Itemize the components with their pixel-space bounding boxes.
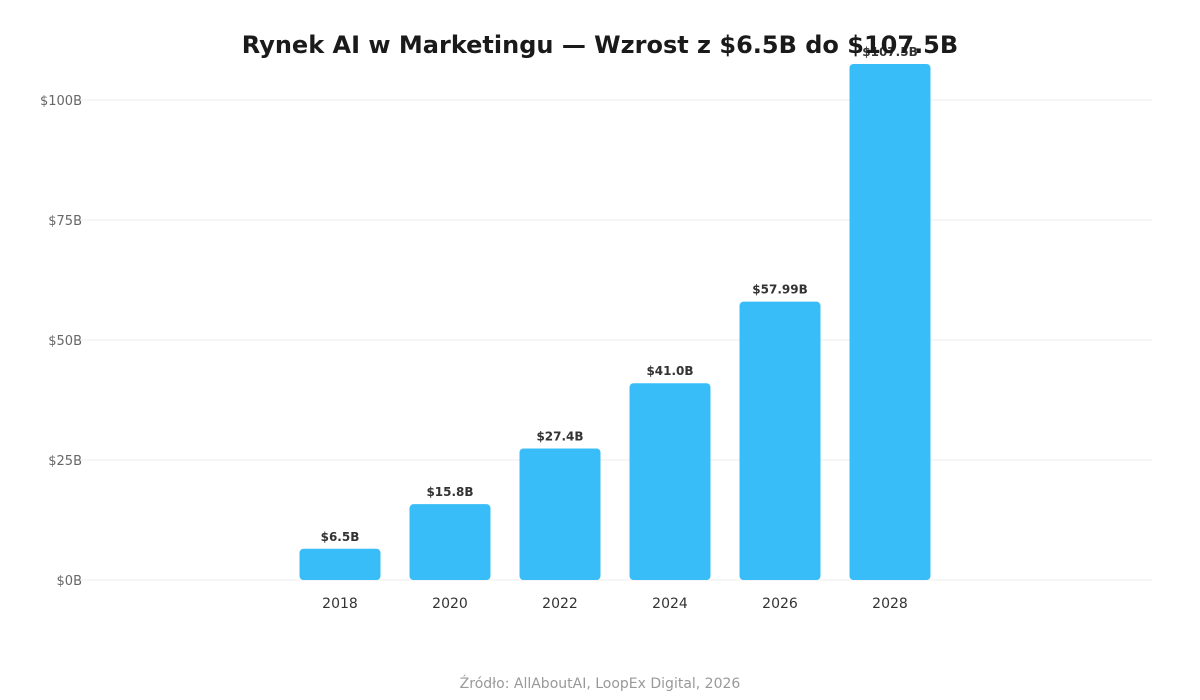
x-tick-label: 2028 — [872, 596, 908, 612]
data-label: $6.5B — [321, 530, 360, 544]
data-labels: $6.5B $15.8B $27.4B $41.0B $57.99B $107.5B — [321, 45, 918, 544]
x-tick-label: 2018 — [322, 596, 358, 612]
data-label: $107.5B — [862, 45, 917, 59]
y-axis-ticks: $0B $25B $50B $75B $100B — [40, 94, 82, 589]
bar-2020 — [409, 504, 491, 580]
data-label: $57.99B — [752, 283, 807, 297]
x-tick-label: 2022 — [542, 596, 578, 612]
data-label: $15.8B — [426, 485, 473, 499]
y-tick-label: $75B — [48, 214, 82, 229]
x-tick-label: 2026 — [762, 596, 798, 612]
chart-title: Rynek AI w Marketingu — Wzrost z $6.5B d… — [242, 31, 958, 59]
y-tick-label: $25B — [48, 454, 82, 469]
gridlines — [80, 99, 1152, 581]
bar-2022 — [519, 448, 601, 580]
bar-2018 — [299, 548, 381, 580]
data-label: $41.0B — [646, 364, 693, 378]
bar-2024 — [629, 383, 711, 580]
bar-2026 — [739, 301, 821, 580]
x-tick-label: 2020 — [432, 596, 468, 612]
y-tick-label: $100B — [40, 94, 82, 109]
x-axis-ticks: 2018 2020 2022 2024 2026 2028 — [322, 596, 908, 612]
bars — [299, 64, 931, 580]
bar-2028 — [849, 64, 931, 580]
source-note: Źródło: AllAboutAI, LoopEx Digital, 2026 — [460, 674, 741, 692]
data-label: $27.4B — [536, 429, 583, 443]
y-tick-label: $50B — [48, 334, 82, 349]
y-tick-label: $0B — [57, 574, 82, 589]
x-tick-label: 2024 — [652, 596, 688, 612]
